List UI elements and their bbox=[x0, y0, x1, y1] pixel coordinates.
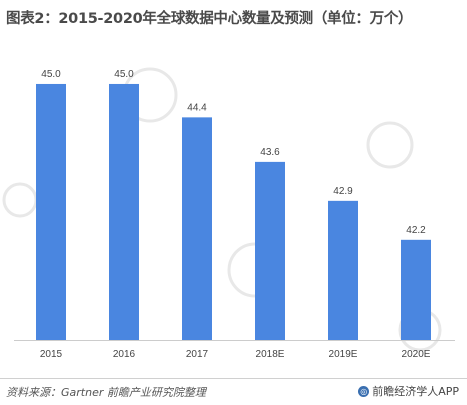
data-labels-group: 45.0 45.0 44.4 43.6 42.9 42.2 bbox=[41, 69, 426, 236]
brand-label: 前瞻经济学人APP bbox=[372, 385, 459, 398]
bar-2019E bbox=[328, 200, 358, 340]
brand-credit: ◎ 前瞻经济学人APP bbox=[358, 383, 459, 399]
x-tick-label-2016: 2016 bbox=[113, 349, 136, 360]
bars-group bbox=[36, 83, 431, 340]
brand-logo-icon: ◎ bbox=[358, 385, 370, 397]
x-tick-label-2017: 2017 bbox=[186, 349, 209, 360]
bar-2017 bbox=[182, 117, 212, 340]
watermark bbox=[2, 67, 442, 352]
bar-2015 bbox=[36, 83, 66, 340]
x-tick-label-2019E: 2019E bbox=[329, 349, 358, 360]
bar-2018E bbox=[255, 161, 285, 340]
bar-chart: 45.0 45.044.443.642.942.2 2015 2016 2017 201… bbox=[2, 67, 455, 360]
x-tick-label-2015: 2015 bbox=[40, 349, 63, 360]
source-text: 资料来源：Gartner 前瞻产业研究院整理 bbox=[6, 386, 206, 399]
data-label-2017: 44.4 bbox=[187, 102, 207, 113]
data-label-2018E: 43.6 bbox=[260, 147, 280, 158]
data-label-2015: 45.0 bbox=[41, 69, 61, 80]
chart-title: 图表2：2015-2020年全球数据中心数量及预测（单位：万个） bbox=[6, 11, 413, 27]
watermark-logo-2 bbox=[366, 121, 414, 169]
data-label-2016: 45.0 bbox=[114, 69, 134, 80]
watermark-logo-5 bbox=[2, 182, 38, 218]
data-label-2020E: 42.2 bbox=[406, 225, 426, 236]
data-label-2019E: 42.9 bbox=[333, 186, 353, 197]
x-tick-label-2020E: 2020E bbox=[402, 349, 431, 360]
x-tick-labels-group: 2015 2016 2017 2018E 2019E 2020E bbox=[40, 349, 431, 360]
x-tick-label-2018E: 2018E bbox=[256, 349, 285, 360]
source-note: 资料来源：Gartner 前瞻产业研究院整理 bbox=[6, 384, 206, 400]
bar-2020E bbox=[401, 239, 431, 340]
footer-divider bbox=[0, 378, 467, 379]
bar-2016 bbox=[109, 83, 139, 340]
